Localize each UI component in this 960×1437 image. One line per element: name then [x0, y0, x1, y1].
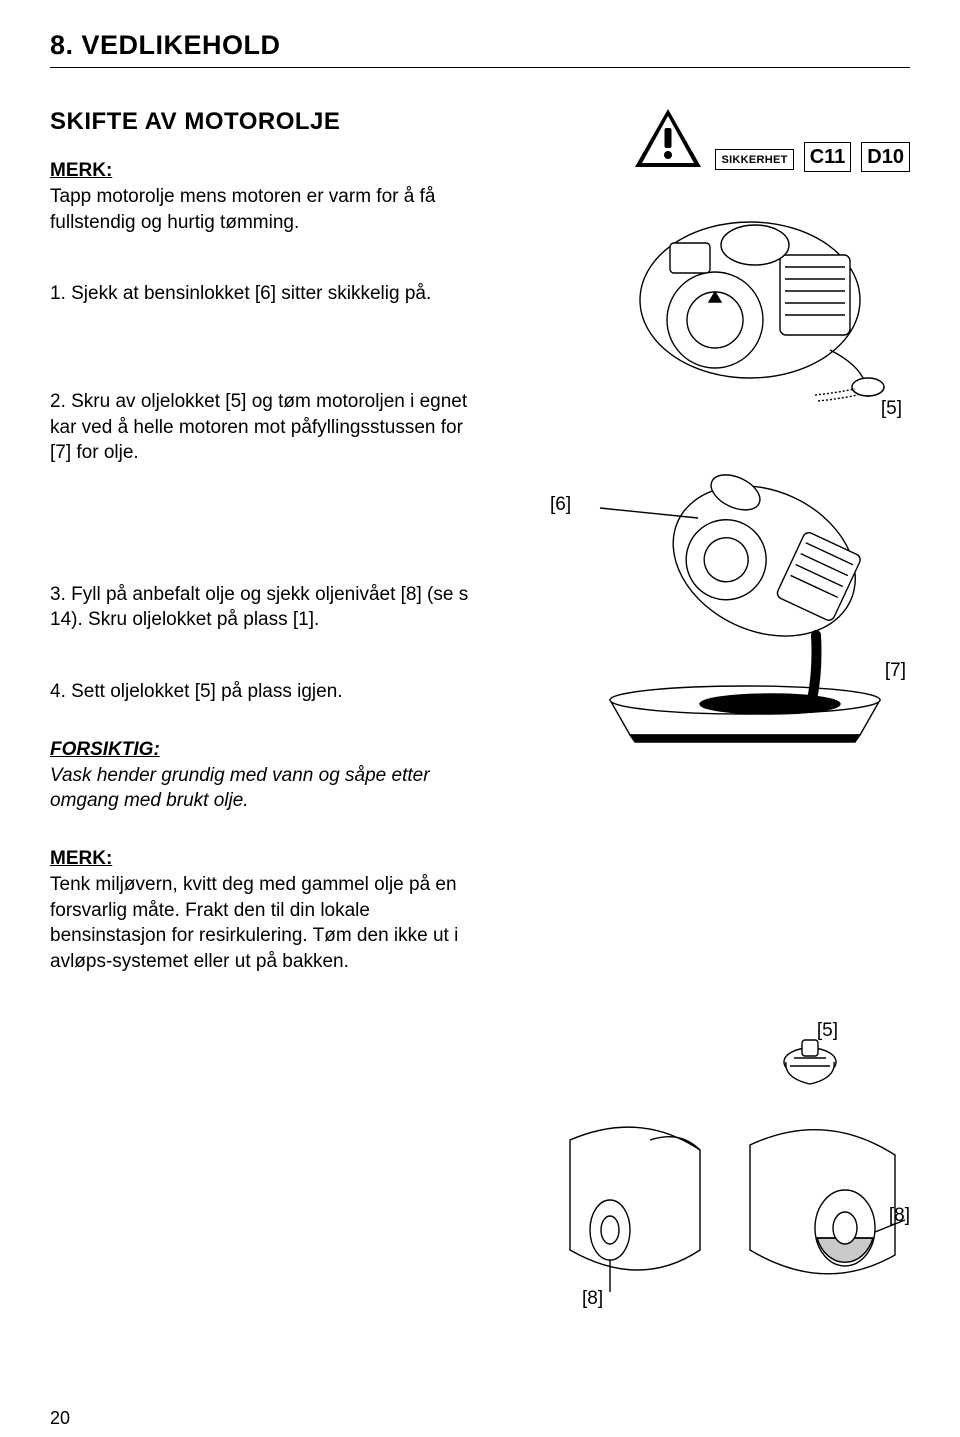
step4-text: 4. Sett oljelokket [5] på plass igjen. [50, 679, 480, 705]
callout-6: [6] [550, 494, 571, 516]
callout-8b: [8] [889, 1205, 910, 1227]
title-rule [50, 67, 910, 68]
safety-label-box: SIKKERHET [715, 149, 793, 170]
page-number: 20 [50, 1408, 70, 1429]
forsiktig-text: Vask hender grundig med vann og såpe ett… [50, 763, 480, 814]
step2-text: 2. Skru av oljelokket [5] og tøm motorol… [50, 389, 480, 466]
chapter-title: 8. VEDLIKEHOLD [50, 30, 910, 61]
safety-code-c11: C11 [804, 142, 852, 172]
callout-8a: [8] [582, 1288, 603, 1310]
step1-text: 1. Sjekk at bensinlokket [6] sitter skik… [50, 281, 480, 307]
note-merk-2: MERK: Tenk miljøvern, kvitt deg med gamm… [50, 848, 910, 975]
safety-row: SIKKERHET C11 D10 [631, 106, 910, 172]
merk1-text: Tapp motorolje mens motoren er varm for … [50, 184, 480, 235]
callout-7: [7] [885, 660, 906, 682]
step3-text: 3. Fyll på anbefalt olje og sjekk oljeni… [50, 582, 480, 633]
figure-engine-pour [580, 460, 910, 750]
safety-code-d10: D10 [861, 142, 910, 172]
caution-forsiktig: FORSIKTIG: Vask hender grundig med vann … [50, 739, 910, 814]
callout-5b: [5] [817, 1020, 838, 1042]
merk2-label: MERK: [50, 848, 910, 870]
merk2-text: Tenk miljøvern, kvitt deg med gammel olj… [50, 872, 480, 975]
warning-icon [631, 106, 705, 172]
callout-5a: [5] [881, 398, 902, 420]
figure-engine-top [600, 195, 910, 415]
figure-oil-level [540, 1030, 910, 1310]
